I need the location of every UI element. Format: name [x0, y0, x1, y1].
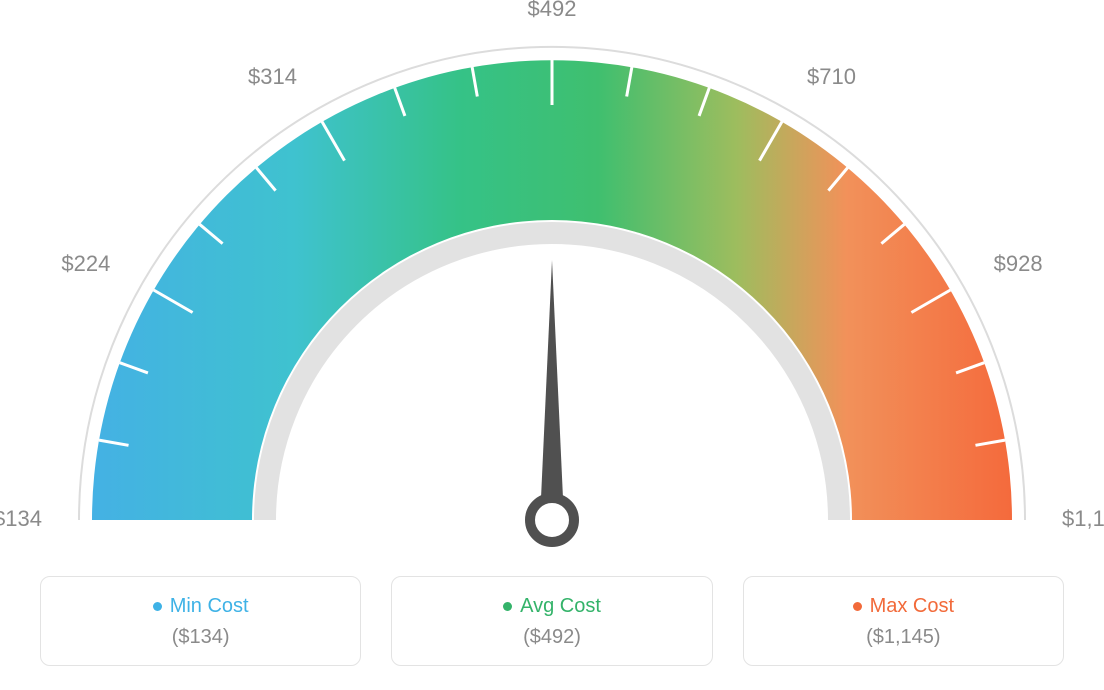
- gauge-scale-label: $710: [807, 64, 856, 90]
- legend-label-max: Max Cost: [870, 595, 954, 618]
- legend-value-avg: ($492): [392, 626, 711, 649]
- legend-title-min: Min Cost: [153, 595, 249, 618]
- gauge-scale-label: $224: [40, 251, 110, 277]
- gauge-scale-label: $928: [994, 251, 1043, 277]
- gauge-scale-label: $134: [0, 506, 42, 532]
- legend-row: Min Cost ($134) Avg Cost ($492) Max Cost…: [0, 576, 1104, 666]
- legend-card-max: Max Cost ($1,145): [743, 576, 1064, 666]
- legend-value-min: ($134): [41, 626, 360, 649]
- legend-card-min: Min Cost ($134): [40, 576, 361, 666]
- legend-title-avg: Avg Cost: [503, 595, 601, 618]
- legend-title-max: Max Cost: [853, 595, 954, 618]
- legend-label-min: Min Cost: [170, 595, 249, 618]
- gauge-scale-label: $314: [227, 64, 297, 90]
- legend-label-avg: Avg Cost: [520, 595, 601, 618]
- cost-gauge: $134 $224 $314 $492 $710 $928 $1,145: [0, 0, 1104, 560]
- legend-value-max: ($1,145): [744, 626, 1063, 649]
- gauge-scale-label: $1,145: [1062, 506, 1104, 532]
- legend-card-avg: Avg Cost ($492): [391, 576, 712, 666]
- gauge-scale-label: $492: [522, 0, 582, 22]
- gauge-svg: [0, 0, 1104, 560]
